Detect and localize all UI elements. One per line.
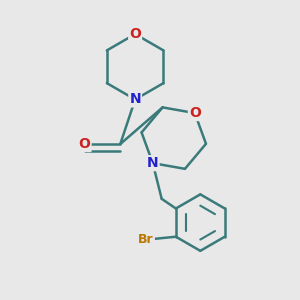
Text: N: N	[129, 92, 141, 106]
Text: O: O	[189, 106, 201, 120]
Text: O: O	[129, 27, 141, 41]
Text: O: O	[79, 137, 91, 151]
Text: N: N	[147, 156, 159, 170]
Text: Br: Br	[138, 233, 154, 246]
